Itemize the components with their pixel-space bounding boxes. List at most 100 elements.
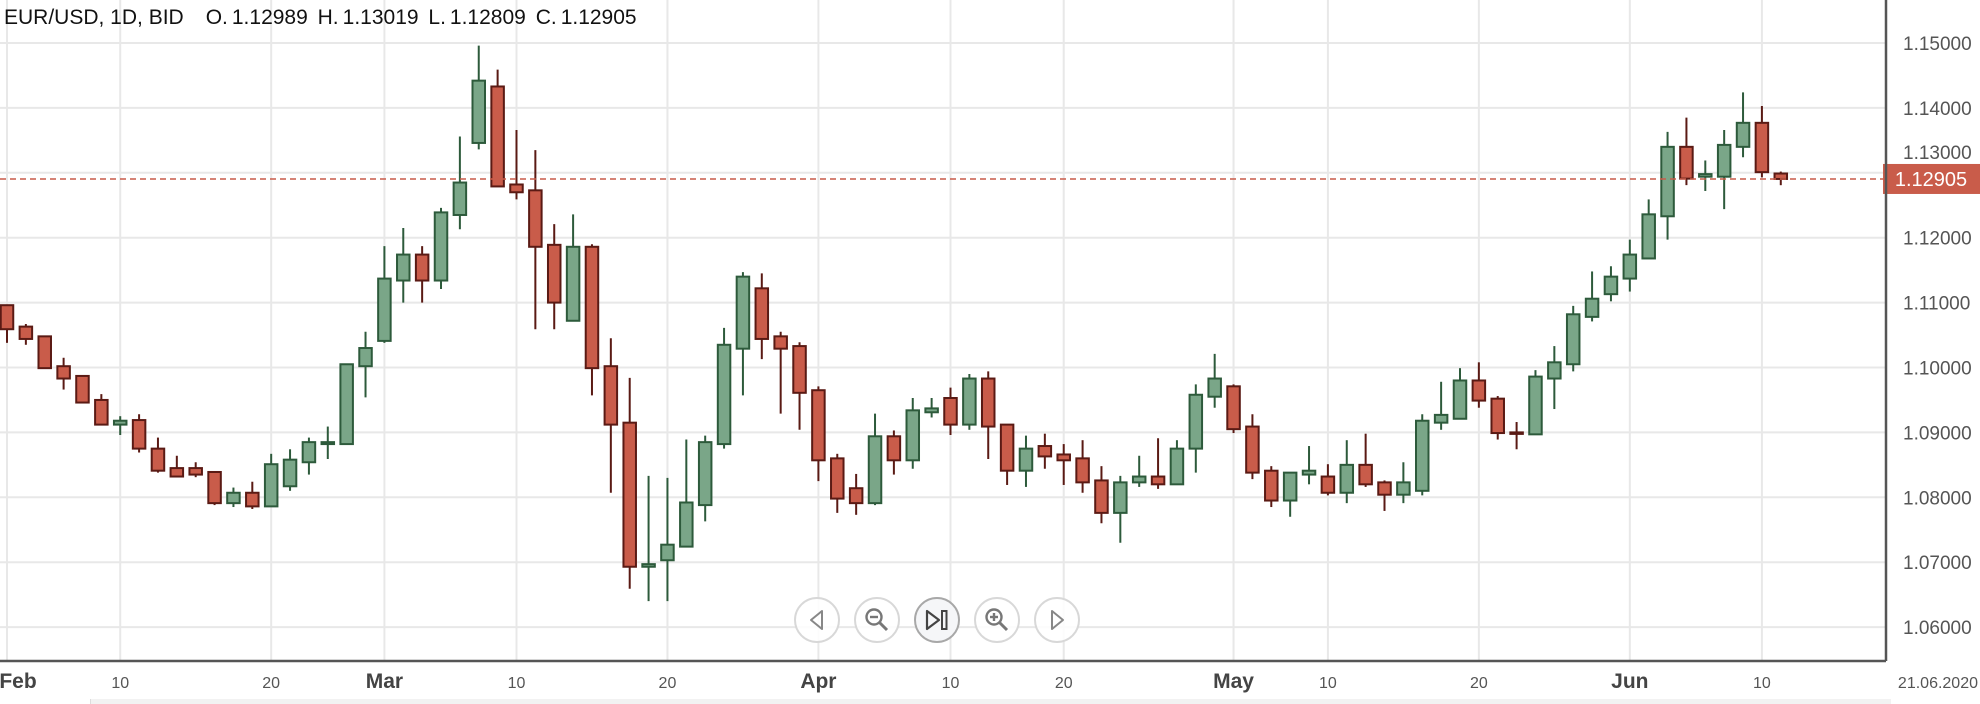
- candle-down: [792, 342, 807, 430]
- candle-body: [905, 409, 921, 462]
- candle-up: [282, 449, 298, 491]
- candle-up: [565, 214, 581, 322]
- candle-body: [1018, 447, 1034, 472]
- candle-body: [112, 419, 128, 426]
- zoom-out-button[interactable]: [854, 597, 900, 643]
- zoom-out-icon: [865, 608, 889, 632]
- candle-body: [1226, 385, 1241, 431]
- candle-body: [226, 491, 241, 505]
- candle-up: [377, 246, 392, 343]
- candle-down: [1037, 433, 1053, 469]
- candle-down: [1754, 105, 1770, 178]
- candle-up: [1584, 271, 1600, 322]
- candle-down: [1509, 422, 1524, 450]
- candle-down: [886, 430, 902, 475]
- candle-up: [1452, 368, 1468, 420]
- candle-down: [1226, 384, 1241, 434]
- candle-up: [1735, 92, 1751, 158]
- candle-down: [603, 338, 619, 493]
- candle-body: [1377, 481, 1392, 496]
- candle-up: [1698, 160, 1713, 191]
- candle-down: [188, 462, 203, 478]
- candle-body: [396, 253, 411, 282]
- candle-up: [471, 45, 486, 150]
- candle-body: [150, 447, 166, 472]
- current-price-badge: [1883, 163, 1980, 194]
- candle-body: [490, 85, 505, 188]
- candle-body: [924, 407, 939, 414]
- candle-body: [188, 467, 203, 476]
- candle-up: [905, 398, 921, 469]
- candle-body: [131, 419, 147, 450]
- candle-down: [848, 473, 864, 515]
- candle-up: [679, 439, 694, 548]
- candle-body: [792, 345, 807, 394]
- candle-up: [1660, 131, 1675, 240]
- candle-body: [414, 253, 430, 282]
- x-tick-label: Feb: [0, 670, 37, 693]
- candle-body: [546, 243, 562, 304]
- x-tick-label: Mar: [366, 670, 403, 693]
- x-tick-label: 20: [1470, 675, 1488, 692]
- candle-up: [1131, 455, 1147, 487]
- candle-body: [1188, 393, 1204, 450]
- candle-down: [1377, 480, 1392, 511]
- reset-to-latest-button[interactable]: [914, 597, 960, 643]
- candle-down: [528, 150, 543, 330]
- candle-body: [1415, 419, 1430, 492]
- candle-up: [1018, 435, 1034, 487]
- candle-down: [584, 244, 600, 396]
- candles: [0, 45, 1789, 602]
- candle-body: [320, 441, 336, 446]
- candle-up: [358, 331, 373, 398]
- candle-body: [980, 377, 996, 428]
- candle-up: [320, 426, 336, 460]
- zoom-in-button[interactable]: [974, 597, 1020, 643]
- candle-up: [1716, 129, 1732, 210]
- y-tick-label: 1.07000: [1903, 553, 1972, 574]
- candle-down: [94, 394, 109, 426]
- y-tick-label: 1.15000: [1903, 34, 1972, 55]
- candle-body: [358, 347, 373, 368]
- candle-body: [94, 398, 109, 426]
- candle-body: [1735, 121, 1751, 148]
- candle-body: [433, 211, 449, 282]
- candle-up: [1207, 353, 1222, 408]
- y-tick-label: 1.10000: [1903, 359, 1972, 380]
- candle-body: [1320, 475, 1336, 494]
- candle-body: [603, 365, 619, 426]
- candle-up: [697, 435, 713, 522]
- candle-up: [1547, 346, 1562, 410]
- candle-body: [0, 304, 15, 331]
- candle-body: [999, 423, 1015, 472]
- candle-body: [1113, 481, 1128, 514]
- close-label: C.: [535, 6, 557, 29]
- candle-up: [433, 207, 449, 289]
- candle-body: [471, 79, 486, 144]
- candle-up: [1415, 414, 1430, 496]
- candle-up: [1169, 440, 1185, 486]
- candle-body: [509, 183, 524, 194]
- candle-body: [1565, 313, 1581, 366]
- scroll-right-button[interactable]: [1034, 597, 1080, 643]
- candle-down: [1056, 444, 1071, 485]
- candle-down: [150, 437, 166, 473]
- candle-body: [1339, 463, 1355, 494]
- navigator-scrollbar[interactable]: [90, 699, 1891, 704]
- candle-down: [1094, 466, 1109, 524]
- x-tick-label: 20: [262, 675, 280, 692]
- candle-up: [1282, 471, 1298, 517]
- candle-down: [56, 357, 71, 390]
- candle-body: [1433, 413, 1449, 424]
- candle-up: [263, 453, 279, 508]
- candle-down: [622, 377, 637, 589]
- candle-down: [1320, 464, 1336, 496]
- scroll-left-button[interactable]: [794, 597, 840, 643]
- open-value: 1.12989: [231, 6, 308, 29]
- candle-down: [1245, 414, 1260, 480]
- candle-down: [1358, 433, 1373, 487]
- candle-down: [207, 470, 222, 506]
- low-value: 1.12809: [449, 6, 526, 29]
